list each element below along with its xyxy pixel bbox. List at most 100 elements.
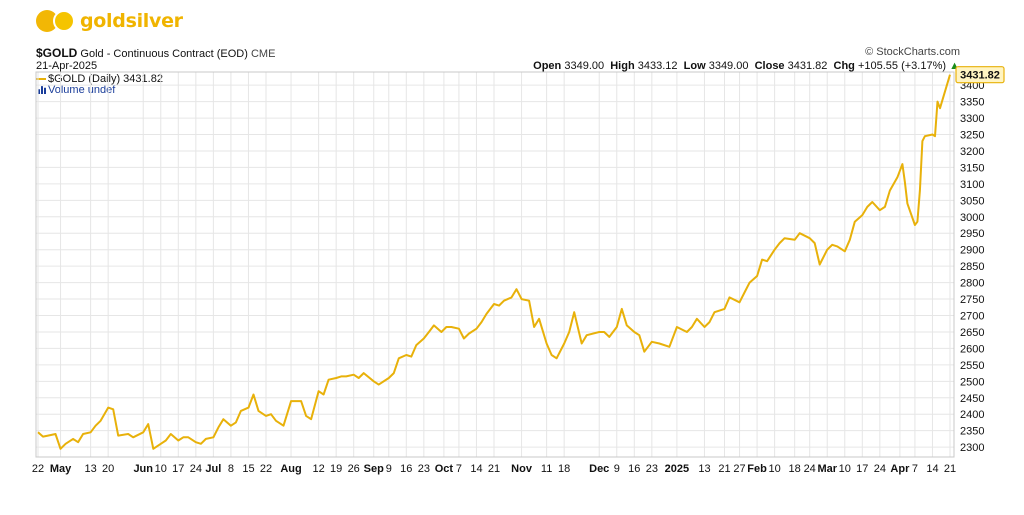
- x-tick-label: 15: [242, 463, 254, 475]
- x-tick-label: Nov: [511, 463, 533, 475]
- x-tick-label: 11: [541, 463, 552, 475]
- x-tick-label: Apr: [890, 463, 910, 475]
- y-tick-label: 2750: [960, 294, 984, 306]
- x-tick-label: 7: [456, 463, 462, 475]
- high-label: High: [610, 60, 635, 72]
- ohlc-readout: Open 3349.00 High 3433.12 Low 3349.00 Cl…: [533, 60, 960, 72]
- y-tick-label: 2700: [960, 311, 984, 323]
- volume-legend-label: Volume undef: [48, 84, 116, 96]
- x-tick-label: 8: [228, 463, 234, 475]
- x-tick-label: 18: [789, 463, 801, 475]
- low-label: Low: [683, 60, 706, 72]
- series-legend: $GOLD (Daily) 3431.82: [36, 73, 163, 85]
- y-tick-label: 2550: [960, 360, 984, 372]
- x-tick-label: 19: [330, 463, 342, 475]
- last-value-label: 3431.82: [960, 70, 1000, 82]
- y-tick-label: 2900: [960, 245, 984, 257]
- x-tick-label: 21: [718, 463, 730, 475]
- exchange: CME: [250, 48, 276, 60]
- x-tick-label: 9: [386, 463, 392, 475]
- low-value: 3349.00: [708, 60, 749, 72]
- x-tick-label: 10: [768, 463, 780, 475]
- x-tick-label: 24: [190, 463, 202, 475]
- x-tick-label: 17: [172, 463, 184, 475]
- y-tick-label: 2850: [960, 261, 984, 273]
- x-tick-label: 9: [614, 463, 620, 475]
- x-tick-label: Mar: [817, 463, 837, 475]
- y-tick-label: 3350: [960, 97, 984, 109]
- change-label: Chg: [833, 60, 855, 72]
- open-label: Open: [533, 60, 562, 72]
- y-tick-label: 3250: [960, 130, 984, 142]
- x-tick-label: 21: [488, 463, 500, 475]
- x-tick-label: 16: [400, 463, 412, 475]
- y-axis: 2300 2350 2400 2450 2500 2550 2600 2650 2700 2750…: [960, 80, 984, 454]
- x-axis: 22 May 13 20 Jun 10 17 24 Jul 8 15 22 Aug 12 19 26 Sep 9 1…: [32, 463, 956, 475]
- x-tick-label: 13: [84, 463, 96, 475]
- y-tick-label: 2350: [960, 426, 984, 438]
- y-tick-label: 3000: [960, 212, 984, 224]
- x-tick-label: 2025: [665, 463, 689, 475]
- x-tick-label: 10: [839, 463, 851, 475]
- x-tick-label: 23: [646, 463, 658, 475]
- x-tick-label: 17: [856, 463, 868, 475]
- change-value: +105.55 (+3.17%): [857, 60, 947, 72]
- gold-price-line: [37, 74, 951, 450]
- brand-logo: goldsilver: [36, 8, 183, 34]
- high-value: 3433.12: [637, 60, 678, 72]
- x-tick-label: 14: [470, 463, 482, 475]
- y-tick-label: 2300: [960, 442, 984, 454]
- x-tick-label: Jun: [133, 463, 153, 475]
- open-value: 3349.00: [564, 60, 605, 72]
- close-value: 3431.82: [787, 60, 828, 72]
- x-tick-label: 23: [418, 463, 430, 475]
- chart-grid: [36, 72, 954, 457]
- x-tick-label: Sep: [364, 463, 384, 475]
- y-tick-label: 2800: [960, 278, 984, 290]
- y-tick-label: 2400: [960, 409, 984, 421]
- x-tick-label: Jul: [205, 463, 221, 475]
- x-tick-label: Aug: [280, 463, 301, 475]
- x-tick-label: 16: [628, 463, 640, 475]
- x-tick-label: Feb: [747, 463, 767, 475]
- x-tick-label: 24: [804, 463, 816, 475]
- y-tick-label: 2950: [960, 228, 984, 240]
- x-tick-label: 26: [348, 463, 360, 475]
- y-tick-label: 2600: [960, 343, 984, 355]
- chart-date: 21-Apr-2025: [36, 60, 98, 72]
- y-tick-label: 2450: [960, 393, 984, 405]
- series-legend-label: $GOLD (Daily) 3431.82: [48, 73, 163, 85]
- y-tick-label: 3200: [960, 146, 984, 158]
- y-tick-label: 3100: [960, 179, 984, 191]
- chart-title: $GOLD Gold - Continuous Contract (EOD) C…: [36, 46, 275, 60]
- source-credit: © StockCharts.com: [865, 46, 960, 58]
- x-tick-label: 18: [558, 463, 570, 475]
- y-tick-label: 3150: [960, 162, 984, 174]
- x-tick-label: 7: [912, 463, 918, 475]
- brand-name: goldsilver: [80, 10, 183, 32]
- last-value-badge: 3431.82: [955, 66, 1005, 84]
- volume-bars-icon: [38, 86, 46, 95]
- coins-icon: [36, 8, 76, 34]
- series-line-icon: [36, 78, 46, 81]
- x-tick-label: 21: [944, 463, 956, 475]
- y-tick-label: 2650: [960, 327, 984, 339]
- last-value-box: [955, 66, 1005, 84]
- x-tick-label: Dec: [589, 463, 609, 475]
- x-tick-label: 27: [733, 463, 745, 475]
- plot-area-border: [35, 71, 955, 458]
- symbol: $GOLD: [36, 46, 78, 60]
- x-tick-label: Oct: [435, 463, 454, 475]
- close-label: Close: [754, 60, 785, 72]
- x-tick-label: 12: [312, 463, 324, 475]
- up-arrow-icon: ▲: [949, 60, 960, 72]
- x-tick-label: 22: [32, 463, 44, 475]
- x-tick-label: 24: [874, 463, 886, 475]
- x-tick-label: 22: [260, 463, 272, 475]
- x-tick-label: 20: [102, 463, 114, 475]
- y-tick-label: 3050: [960, 195, 984, 207]
- y-tick-label: 3300: [960, 113, 984, 125]
- x-tick-label: May: [50, 463, 72, 475]
- x-tick-label: 13: [698, 463, 710, 475]
